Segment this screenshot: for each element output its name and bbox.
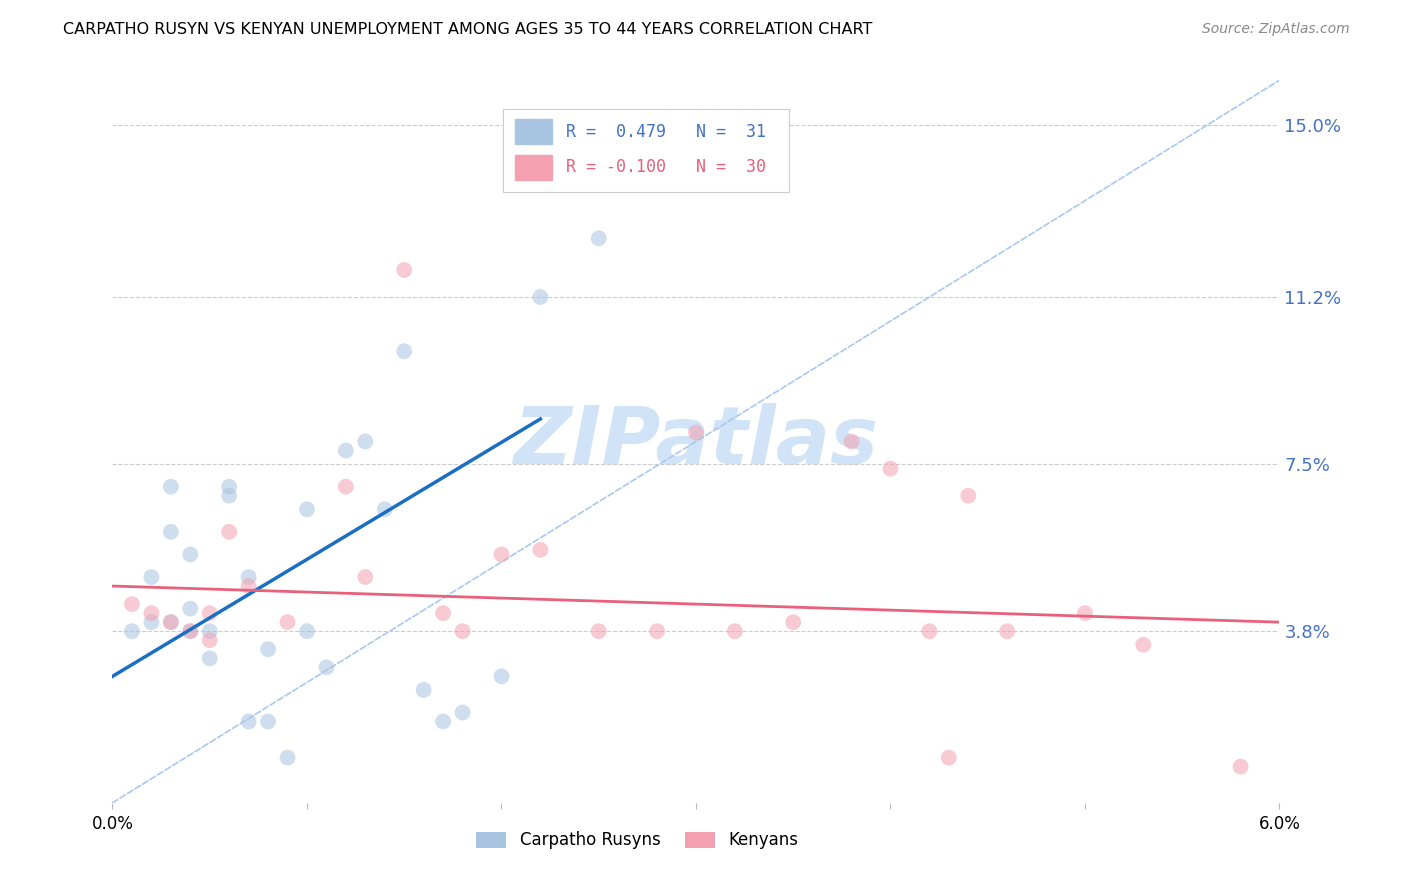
Point xyxy=(257,642,280,657)
Point xyxy=(782,615,804,630)
Point xyxy=(394,263,416,277)
Point xyxy=(432,606,454,620)
Point xyxy=(724,624,747,639)
Point xyxy=(879,461,901,475)
Point xyxy=(257,714,280,729)
Point xyxy=(276,750,298,764)
Point xyxy=(412,682,434,697)
Point xyxy=(451,706,474,720)
Point xyxy=(141,606,163,620)
Point xyxy=(121,597,143,611)
Point xyxy=(160,615,183,630)
Point xyxy=(491,548,513,562)
Point xyxy=(588,231,610,245)
Text: ZIPatlas: ZIPatlas xyxy=(513,402,879,481)
Point xyxy=(491,669,513,683)
Point xyxy=(141,615,163,630)
Point xyxy=(238,570,260,584)
Point xyxy=(160,615,183,630)
Point xyxy=(121,624,143,639)
Text: Source: ZipAtlas.com: Source: ZipAtlas.com xyxy=(1202,22,1350,37)
Point xyxy=(374,502,396,516)
Point xyxy=(957,489,980,503)
Point xyxy=(179,624,201,639)
Point xyxy=(685,425,707,440)
Point xyxy=(218,524,240,539)
Text: CARPATHO RUSYN VS KENYAN UNEMPLOYMENT AMONG AGES 35 TO 44 YEARS CORRELATION CHAR: CARPATHO RUSYN VS KENYAN UNEMPLOYMENT AM… xyxy=(63,22,873,37)
Point xyxy=(238,579,260,593)
Point xyxy=(841,434,863,449)
Point xyxy=(179,624,201,639)
Point xyxy=(995,624,1018,639)
Point xyxy=(198,651,221,665)
Point xyxy=(645,624,668,639)
Point xyxy=(198,624,221,639)
Point xyxy=(295,502,318,516)
Point xyxy=(315,660,337,674)
Point xyxy=(179,601,201,615)
Point xyxy=(276,615,298,630)
Point xyxy=(335,443,357,458)
Point xyxy=(354,434,377,449)
Point xyxy=(179,548,201,562)
Point xyxy=(1132,638,1154,652)
Point xyxy=(918,624,941,639)
Point xyxy=(432,714,454,729)
Point xyxy=(160,524,183,539)
Point xyxy=(394,344,416,359)
Point xyxy=(938,750,960,764)
Point xyxy=(335,480,357,494)
Point xyxy=(238,714,260,729)
Point xyxy=(218,480,240,494)
Point xyxy=(198,606,221,620)
Point xyxy=(588,624,610,639)
Point xyxy=(295,624,318,639)
Point xyxy=(451,624,474,639)
Point xyxy=(1074,606,1097,620)
Point xyxy=(141,570,163,584)
Point xyxy=(160,480,183,494)
Legend: Carpatho Rusyns, Kenyans: Carpatho Rusyns, Kenyans xyxy=(470,824,806,856)
Point xyxy=(354,570,377,584)
Point xyxy=(218,489,240,503)
Point xyxy=(529,290,551,304)
Point xyxy=(1229,760,1251,774)
Point xyxy=(198,633,221,648)
Point xyxy=(529,542,551,557)
